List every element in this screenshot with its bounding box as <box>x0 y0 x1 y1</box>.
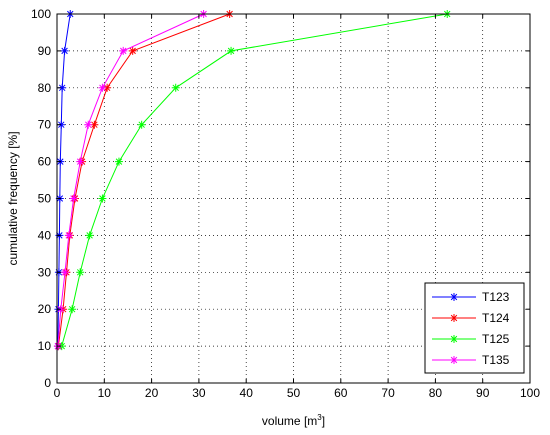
data-point-t125 <box>76 268 85 277</box>
x-tick-label: 50 <box>287 386 301 400</box>
data-point-t125 <box>227 46 236 55</box>
series-line-t123 <box>57 13 71 347</box>
data-point-t123 <box>60 46 69 55</box>
legend-label-t124: T124 <box>482 311 510 325</box>
data-point-t135 <box>98 83 107 92</box>
y-tick-label: 30 <box>38 265 52 279</box>
legend-label-t135: T135 <box>482 353 510 367</box>
data-point-t125 <box>137 120 146 129</box>
x-axis-title: volume [m3] <box>262 413 325 428</box>
legend-label-t123: T123 <box>482 290 510 304</box>
data-point-t135 <box>76 157 85 166</box>
x-tick-label: 30 <box>192 386 206 400</box>
data-point-t125 <box>98 194 107 203</box>
series-line-t124 <box>57 13 230 347</box>
series-line-t135 <box>57 13 204 347</box>
legend-marker-t124 <box>450 314 458 322</box>
data-point-t135 <box>119 46 128 55</box>
x-tick-label: 20 <box>145 386 159 400</box>
data-point-t135 <box>69 194 78 203</box>
y-tick-label: 70 <box>38 118 52 132</box>
series-line-t125 <box>61 13 448 347</box>
x-tick-label: 40 <box>240 386 254 400</box>
x-tick-label: 100 <box>520 386 540 400</box>
series-t135 <box>53 10 208 351</box>
y-tick-label: 40 <box>38 228 52 242</box>
x-tick-label: 10 <box>98 386 112 400</box>
legend: T123 T124 T125 T135 <box>424 282 525 374</box>
data-point-t123 <box>57 120 66 129</box>
data-point-t135 <box>61 268 70 277</box>
legend-box <box>424 282 525 374</box>
legend-marker-t125 <box>450 335 458 343</box>
data-point-t124 <box>90 120 99 129</box>
y-tick-label: 100 <box>31 7 51 21</box>
y-tick-label: 80 <box>38 81 52 95</box>
data-point-t125 <box>68 305 77 314</box>
y-tick-label: 60 <box>38 155 52 169</box>
y-axis-title: cumulative frequency [%] <box>6 131 20 265</box>
x-tick-label: 90 <box>476 386 490 400</box>
data-point-t124 <box>103 83 112 92</box>
data-point-t135 <box>64 231 73 240</box>
axis-ticks: 0 10 20 30 40 50 60 70 80 90 100 0 10 20 30 40 50 60 70 80 9… <box>31 7 540 400</box>
data-point-t135 <box>84 120 93 129</box>
x-tick-label: 80 <box>429 386 443 400</box>
y-tick-label: 50 <box>38 192 52 206</box>
legend-marker-t135 <box>450 356 458 364</box>
data-point-t124 <box>128 46 137 55</box>
data-point-t125 <box>85 231 94 240</box>
legend-label-t125: T125 <box>482 332 510 346</box>
y-tick-label: 90 <box>38 44 52 58</box>
data-point-t125 <box>114 157 123 166</box>
x-tick-label: 70 <box>381 386 395 400</box>
data-point-t123 <box>58 83 67 92</box>
legend-marker-t123 <box>450 293 458 301</box>
x-tick-label: 60 <box>334 386 348 400</box>
y-tick-label: 0 <box>44 376 51 390</box>
y-tick-label: 20 <box>38 302 52 316</box>
data-point-t125 <box>171 83 180 92</box>
y-tick-label: 10 <box>38 339 52 353</box>
x-tick-label: 0 <box>54 386 61 400</box>
